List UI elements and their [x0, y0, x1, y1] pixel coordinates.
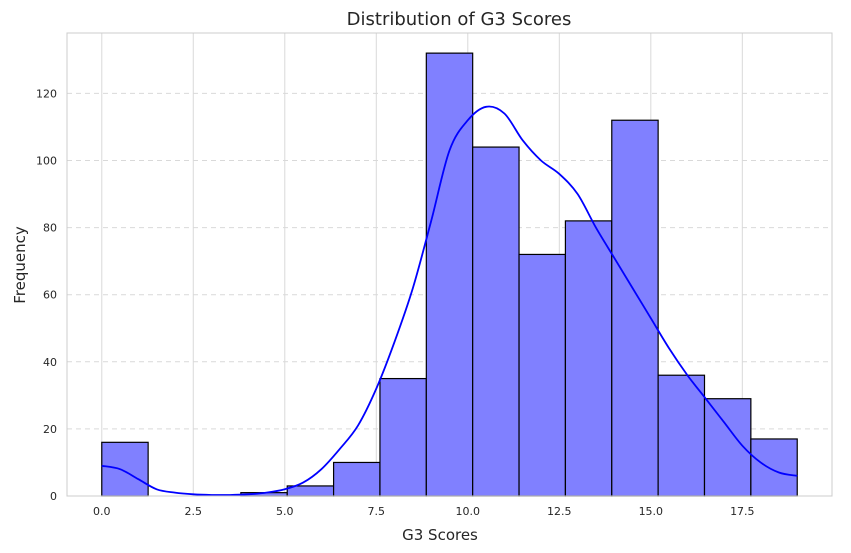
x-tick-label: 17.5 — [730, 505, 755, 518]
histogram-bar — [286, 485, 335, 497]
y-tick-labels: 0 20 40 60 80 100 120 — [36, 87, 57, 503]
y-tick-label: 60 — [43, 289, 57, 302]
x-tick-label: 12.5 — [547, 505, 572, 518]
histogram-bar — [472, 146, 520, 497]
histogram-bar — [657, 374, 706, 497]
histogram-bar — [425, 52, 474, 497]
kde-curve-layer — [101, 105, 798, 496]
histogram-bar — [518, 253, 567, 497]
y-tick-label: 0 — [50, 490, 57, 503]
y-tick-label: 80 — [43, 222, 57, 235]
x-axis-label: G3 Scores — [402, 526, 478, 544]
x-tick-label: 7.5 — [368, 505, 386, 518]
y-tick-label: 100 — [36, 154, 57, 167]
y-tick-label: 120 — [36, 87, 57, 100]
histogram-bar — [611, 119, 659, 497]
chart-title: Distribution of G3 Scores — [347, 9, 572, 30]
histogram-bar — [332, 461, 381, 497]
x-tick-label: 15.0 — [639, 505, 664, 518]
histogram-bar — [750, 438, 798, 497]
y-tick-label: 20 — [43, 423, 57, 436]
histogram-bar — [101, 441, 149, 497]
x-tick-label: 0.0 — [93, 505, 111, 518]
kde-curve — [101, 105, 798, 496]
x-tick-label: 2.5 — [185, 505, 203, 518]
x-tick-label: 10.0 — [456, 505, 481, 518]
y-axis-label: Frequency — [11, 226, 29, 304]
y-tick-label: 40 — [43, 356, 57, 369]
histogram-bar — [379, 377, 427, 497]
plot-frame — [66, 32, 833, 497]
histogram-bar — [564, 220, 613, 497]
x-tick-labels: 0.0 2.5 5.0 7.5 10.0 12.5 15.0 17.5 — [93, 505, 755, 518]
x-tick-label: 5.0 — [276, 505, 294, 518]
histogram-bars — [101, 52, 798, 497]
